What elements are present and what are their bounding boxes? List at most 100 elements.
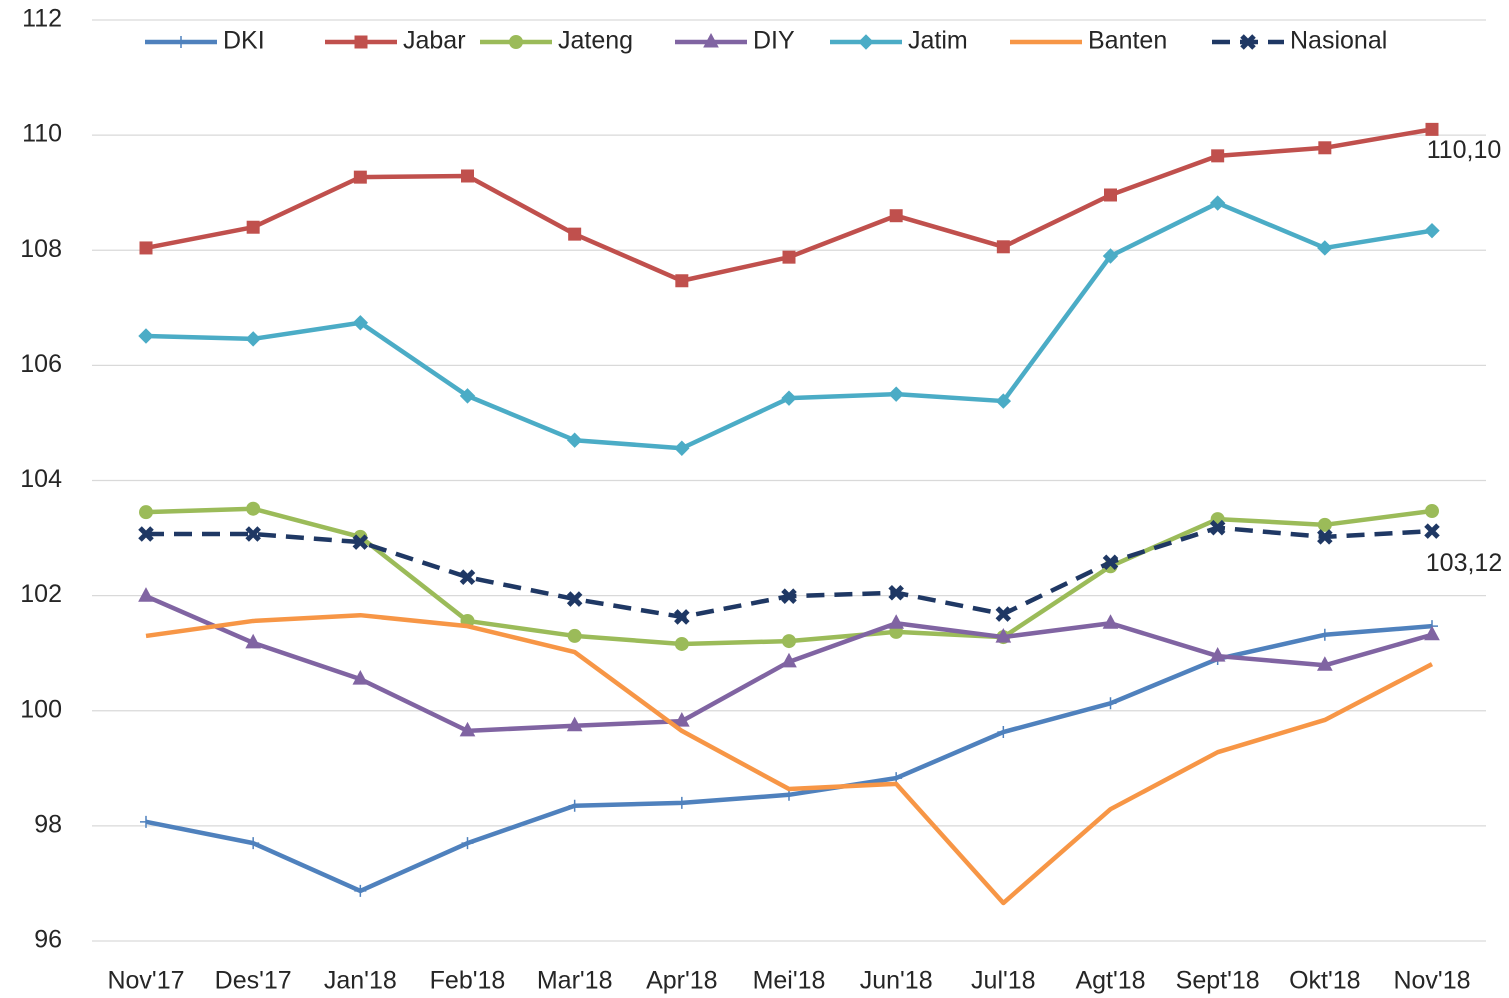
legend-marker [509,35,523,49]
marker [995,393,1012,409]
marker [245,633,262,649]
marker [247,837,260,850]
marker [781,588,797,604]
marker [673,712,690,727]
marker [245,331,261,347]
marker [568,227,582,241]
marker [352,670,369,685]
marker [1317,517,1332,532]
legend-item: Jabar [325,27,466,55]
marker [1209,647,1226,662]
marker [1102,248,1119,264]
marker [995,628,1012,643]
series [138,195,1440,456]
series [139,122,1439,288]
marker [245,526,261,542]
legend-item: Banten [1010,27,1167,55]
marker [997,726,1010,739]
marker [1316,656,1333,671]
x-tick-label: Feb'18 [430,967,506,995]
x-tick-label: Sept'18 [1176,967,1260,995]
marker [674,440,690,456]
marker [138,526,154,542]
x-tick-label: Jan'18 [324,967,397,995]
marker [1102,554,1119,571]
marker [888,584,904,601]
series-line [145,200,1433,451]
marker [140,815,152,828]
marker [1318,141,1332,155]
y-tick-label: 106 [20,350,62,378]
marker [1102,614,1119,629]
data-label: 103,12 [1426,549,1502,577]
marker [353,170,367,184]
marker [1424,523,1440,539]
x-tick-label: Nov'18 [1393,967,1470,995]
legend-marker [1240,34,1256,50]
marker [566,432,583,448]
marker [675,274,689,288]
marker [459,388,476,404]
marker [352,315,369,331]
y-tick-label: 102 [20,580,62,608]
legend-label: Jateng [558,27,633,55]
x-tick-label: Mar'18 [537,967,613,995]
marker [1425,122,1439,136]
marker [567,628,582,643]
marker [889,209,903,223]
data-label: 110,10 [1427,136,1502,164]
marker [781,390,797,406]
marker [246,501,261,516]
marker [139,505,153,520]
y-tick-label: 100 [20,695,62,723]
y-tick-label: 108 [20,235,62,263]
series-line [145,612,1434,906]
legend-item: Jateng [480,27,633,55]
legend-label: Banten [1088,27,1167,55]
y-tick-label: 112 [22,5,62,33]
marker [782,634,796,649]
marker [1209,519,1226,536]
marker [246,220,260,234]
legend-label: Jabar [403,27,466,55]
legend-item: Nasional [1212,27,1387,55]
marker [459,569,476,585]
legend-marker [175,36,187,48]
marker [566,591,583,607]
legend-marker [858,34,874,50]
marker [674,609,690,625]
x-tick-label: Apr'18 [646,967,717,995]
marker [1425,504,1439,519]
series [145,612,1434,906]
y-tick-label: 104 [20,465,62,493]
x-tick-label: Agt'18 [1075,967,1145,995]
series-line [146,525,1433,620]
legend-label: Jatim [908,27,968,55]
series [139,501,1439,651]
marker [1317,529,1333,545]
marker [1209,195,1226,211]
x-tick-label: Mei'18 [753,967,826,995]
y-tick-label: 96 [34,926,62,954]
marker [888,614,905,629]
series [138,587,1440,737]
marker [675,796,688,809]
legend-label: DKI [223,27,265,55]
series [138,519,1440,625]
legend-item: DKI [145,27,265,55]
marker [461,169,474,183]
x-tick-label: Okt'18 [1289,967,1360,995]
marker [781,652,797,668]
marker [995,606,1012,622]
x-tick-label: Jul'18 [971,967,1036,995]
marker [996,240,1010,254]
x-tick-label: Jun'18 [860,967,933,995]
marker [568,799,581,812]
x-tick-label: Des'17 [215,967,292,995]
marker [352,534,369,550]
x-tick-label: Nov'17 [107,967,184,995]
marker [1424,222,1440,239]
marker [354,884,367,897]
marker [1317,240,1333,256]
marker [461,837,474,850]
